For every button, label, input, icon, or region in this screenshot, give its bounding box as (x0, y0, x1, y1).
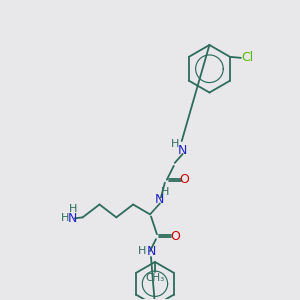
Text: H: H (61, 213, 69, 224)
Text: Cl: Cl (242, 51, 254, 64)
Text: H: H (161, 187, 169, 196)
Text: H: H (68, 204, 77, 214)
Text: N: N (68, 212, 77, 225)
Text: O: O (180, 173, 190, 186)
Text: N: N (146, 244, 156, 258)
Text: O: O (170, 230, 180, 243)
Text: N: N (155, 193, 165, 206)
Text: N: N (178, 143, 188, 157)
Text: H: H (138, 246, 146, 256)
Text: CH₃: CH₃ (145, 273, 165, 283)
Text: H: H (171, 139, 179, 149)
